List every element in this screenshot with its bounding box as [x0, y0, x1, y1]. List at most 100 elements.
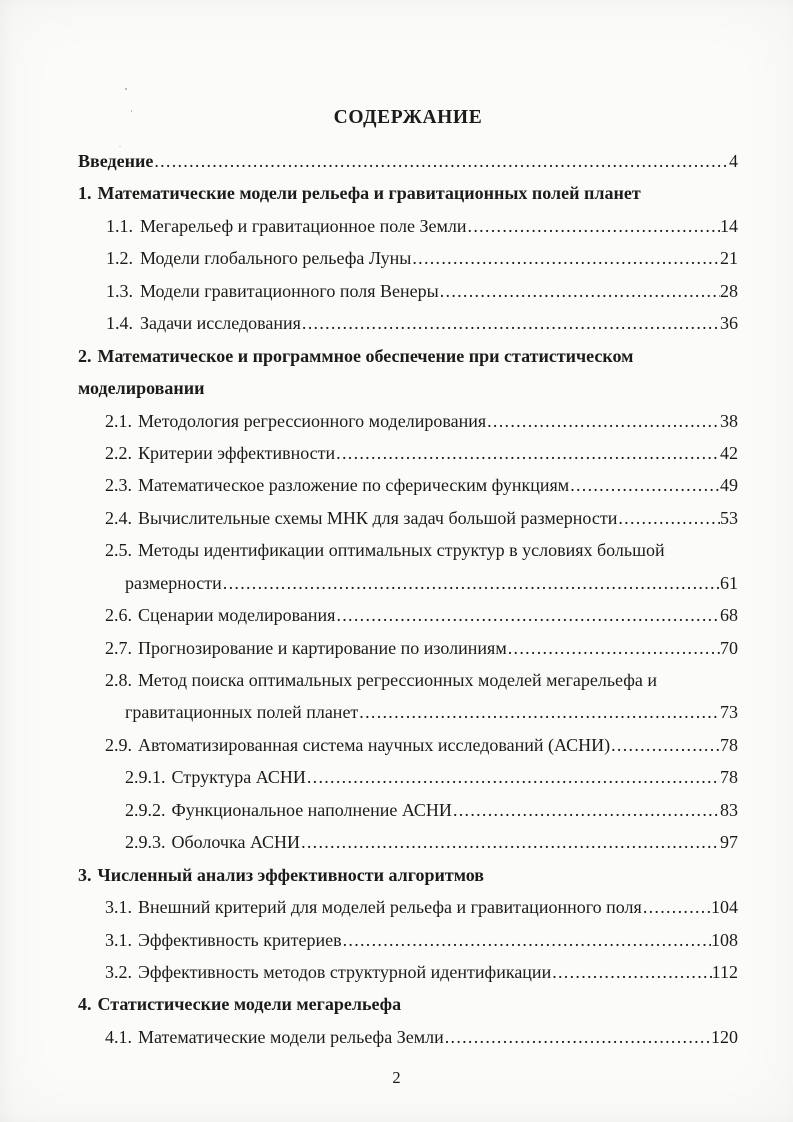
toc-entry-number: 2.6. [105, 605, 132, 626]
dot-leader: ........................................… [642, 897, 711, 918]
table-of-contents: Введение ...............................… [78, 145, 738, 1053]
toc-entry: 4. Статистические модели мегарельефа [78, 988, 738, 1020]
toc-entry: 2.9.1. Структура АСНИ ..................… [78, 761, 738, 793]
toc-entry-number: 1.1. [106, 215, 133, 236]
toc-entry-title: Модели глобального рельефа Луны [140, 248, 412, 269]
toc-entry: 2. Математическое и программное обеспече… [78, 340, 738, 372]
toc-entry-number: 4. [78, 994, 92, 1015]
toc-entry-page: 42 [720, 442, 738, 463]
page-content: СОДЕРЖАНИЕ Введение ....................… [78, 104, 738, 1053]
toc-entry-title: Методология регрессионного моделирования [138, 410, 487, 431]
toc-entry: Введение ...............................… [78, 145, 738, 177]
dot-leader: ........................................… [570, 475, 720, 496]
toc-entry-page: 83 [720, 799, 738, 820]
toc-entry-number: 2.4. [105, 507, 132, 528]
toc-entry-title: Математические модели рельефа Земли [138, 1026, 444, 1047]
dot-leader: ........................................… [467, 215, 720, 236]
dot-leader: ........................................… [611, 734, 720, 755]
toc-entry-number: 2.1. [105, 410, 132, 431]
toc-entry-title: Математическое разложение по сферическим… [138, 475, 570, 496]
toc-entry-page: 21 [720, 248, 738, 269]
toc-entry: 1.2. Модели глобального рельефа Луны ...… [78, 242, 738, 274]
toc-entry-number: 1. [78, 183, 92, 204]
toc-entry: 2.4. Вычислительные схемы МНК для задач … [78, 502, 738, 534]
toc-entry-title: Структура АСНИ [171, 767, 306, 788]
toc-entry-page: 108 [711, 929, 738, 950]
toc-entry: 1.3. Модели гравитационного поля Венеры … [78, 275, 738, 307]
toc-entry-number: 2.3. [105, 475, 132, 496]
dot-leader: ........................................… [336, 605, 720, 626]
toc-entry-page: 38 [720, 410, 738, 431]
page-title: СОДЕРЖАНИЕ [333, 107, 483, 128]
toc-entry: 3. Численный анализ эффективности алгори… [78, 859, 738, 891]
toc-entry-title: Вычислительные схемы МНК для задач больш… [138, 507, 618, 528]
dot-leader: ........................................… [342, 929, 711, 950]
toc-entry-page: 4 [729, 151, 738, 171]
page-number: 2 [392, 1068, 401, 1087]
toc-entry: размерности ............................… [78, 567, 738, 599]
toc-entry-page: 49 [720, 475, 738, 496]
toc-entry-page: 73 [720, 702, 738, 723]
scan-speck [125, 88, 127, 90]
toc-entry-number: 3.1. [105, 897, 132, 918]
toc-entry-title: Внешний критерий для моделей рельефа и г… [138, 897, 642, 918]
toc-entry: 2.3. Математическое разложение по сферич… [78, 469, 738, 501]
toc-entry-number: 2.9.3. [125, 832, 166, 853]
toc-entry-number: 1.2. [106, 248, 133, 269]
toc-entry: 2.6. Сценарии моделирования ............… [78, 599, 738, 631]
dot-leader: ........................................… [444, 1026, 711, 1047]
toc-entry-title: размерности [125, 572, 222, 593]
toc-entry-number: 2.2. [105, 442, 132, 463]
toc-entry-number: 3.1. [105, 929, 132, 950]
toc-entry-title: Эффективность методов структурной иденти… [138, 961, 552, 982]
toc-entry-page: 36 [720, 313, 738, 334]
toc-entry-page: 68 [720, 605, 738, 626]
toc-entry-title: Математические модели рельефа и гравитац… [97, 183, 641, 204]
dot-leader: ........................................… [359, 702, 720, 723]
toc-entry-page: 14 [720, 215, 738, 236]
dot-leader: ........................................… [222, 572, 720, 593]
toc-entry-title: Задачи исследования [140, 313, 301, 334]
toc-entry-title: Математическое и программное обеспечение… [97, 345, 634, 366]
toc-entry: моделировании [78, 372, 738, 404]
dot-leader: ........................................… [552, 961, 711, 982]
scan-speck [131, 110, 132, 112]
toc-entry-title: Функциональное наполнение АСНИ [171, 799, 452, 820]
toc-entry: 1.4. Задачи исследования ...............… [78, 307, 738, 339]
scan-speck [119, 146, 121, 147]
toc-entry-title: Эффективность критериев [138, 929, 342, 950]
toc-entry-number: 1.3. [106, 280, 133, 301]
toc-entry-number: 2.9. [105, 734, 132, 755]
dot-leader: ........................................… [507, 637, 720, 658]
toc-entry-page: 120 [711, 1026, 738, 1047]
toc-entry-page: 112 [711, 961, 738, 982]
dot-leader: ........................................… [154, 151, 729, 171]
toc-entry: 1. Математические модели рельефа и грави… [78, 177, 738, 209]
toc-entry: 4.1. Математические модели рельефа Земли… [78, 1021, 738, 1053]
toc-entry-title: гравитационных полей планет [125, 702, 359, 723]
toc-entry-page: 28 [720, 280, 738, 301]
toc-entry-title: Методы идентификации оптимальных структу… [138, 540, 665, 561]
dot-leader: ........................................… [306, 767, 720, 788]
toc-entry: 2.9. Автоматизированная система научных … [78, 729, 738, 761]
toc-entry-number: 2.9.1. [125, 767, 166, 788]
toc-entry: 3.2. Эффективность методов структурной и… [78, 956, 738, 988]
dot-leader: ........................................… [301, 313, 720, 334]
dot-leader: ........................................… [301, 832, 720, 853]
toc-entry-title: Автоматизированная система научных иссле… [138, 734, 611, 755]
toc-entry: 2.2. Критерии эффективности ............… [78, 437, 738, 469]
toc-entry: 3.1. Внешний критерий для моделей рельеф… [78, 891, 738, 923]
toc-entry-page: 97 [720, 832, 738, 853]
toc-entry-title: моделировании [78, 378, 205, 399]
toc-entry-number: 2. [78, 345, 92, 366]
toc-entry-title: Прогнозирование и картирование по изолин… [138, 637, 507, 658]
toc-entry-number: 2.5. [105, 540, 132, 561]
toc-entry: 1.1. Мегарельеф и гравитационное поле Зе… [78, 210, 738, 242]
toc-entry-title: Численный анализ эффективности алгоритмо… [97, 864, 485, 885]
toc-entry: 2.7. Прогнозирование и картирование по и… [78, 632, 738, 664]
dot-leader: ........................................… [452, 799, 720, 820]
toc-entry-title: Оболочка АСНИ [171, 832, 301, 853]
toc-entry-title: Критерии эффективности [138, 442, 336, 463]
toc-entry-page: 104 [711, 897, 738, 918]
